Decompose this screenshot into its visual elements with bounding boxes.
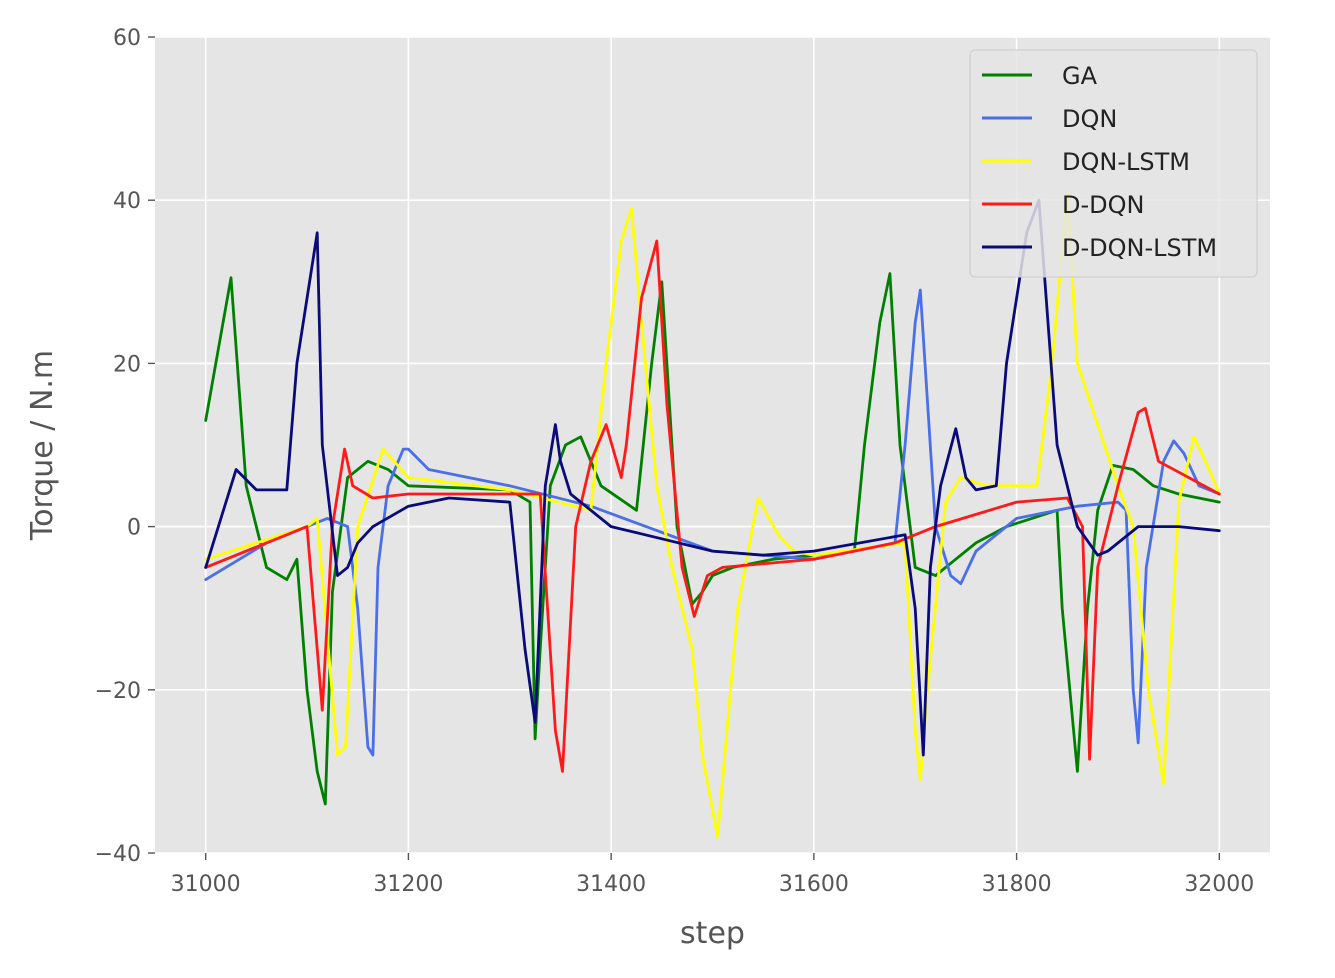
x-tick-label: 31600: [779, 872, 849, 897]
series-layer: [204, 190, 1221, 839]
x-axis-label: step: [680, 916, 745, 951]
series-line-dqn: [204, 288, 1221, 757]
x-tick-label: 31000: [171, 872, 241, 897]
legend: GA DQN DQN-LSTM D-DQN D-DQN-LSTM: [969, 49, 1258, 278]
x-tick-label: 31400: [576, 872, 646, 897]
legend-label: DQN: [1062, 105, 1117, 133]
y-tick-label: 60: [113, 26, 141, 51]
x-tick-label: 32000: [1184, 872, 1254, 897]
legend-label: GA: [1062, 62, 1098, 90]
x-tick-label: 31200: [373, 872, 443, 897]
y-tick-label: 40: [113, 189, 141, 214]
x-tick-label: 31800: [982, 872, 1052, 897]
y-tick-label: 0: [127, 516, 141, 541]
legend-label: D-DQN-LSTM: [1062, 234, 1217, 262]
y-tick-label: −40: [95, 842, 141, 867]
series-line-d-dqn: [204, 239, 1221, 773]
axis-ticks: 31000 31200 31400 31600 31800 32000 −40 −20 0 20 4…: [95, 26, 1255, 897]
series-line-dqn-lstm: [204, 190, 1221, 839]
legend-box: [969, 49, 1258, 278]
series-line-d-dqn-lstm: [204, 198, 1221, 757]
y-tick-label: −20: [95, 679, 141, 704]
legend-label: DQN-LSTM: [1062, 148, 1190, 176]
legend-label: D-DQN: [1062, 191, 1144, 219]
y-tick-label: 20: [113, 352, 141, 377]
y-axis-label: Torque / N.m: [25, 350, 60, 541]
